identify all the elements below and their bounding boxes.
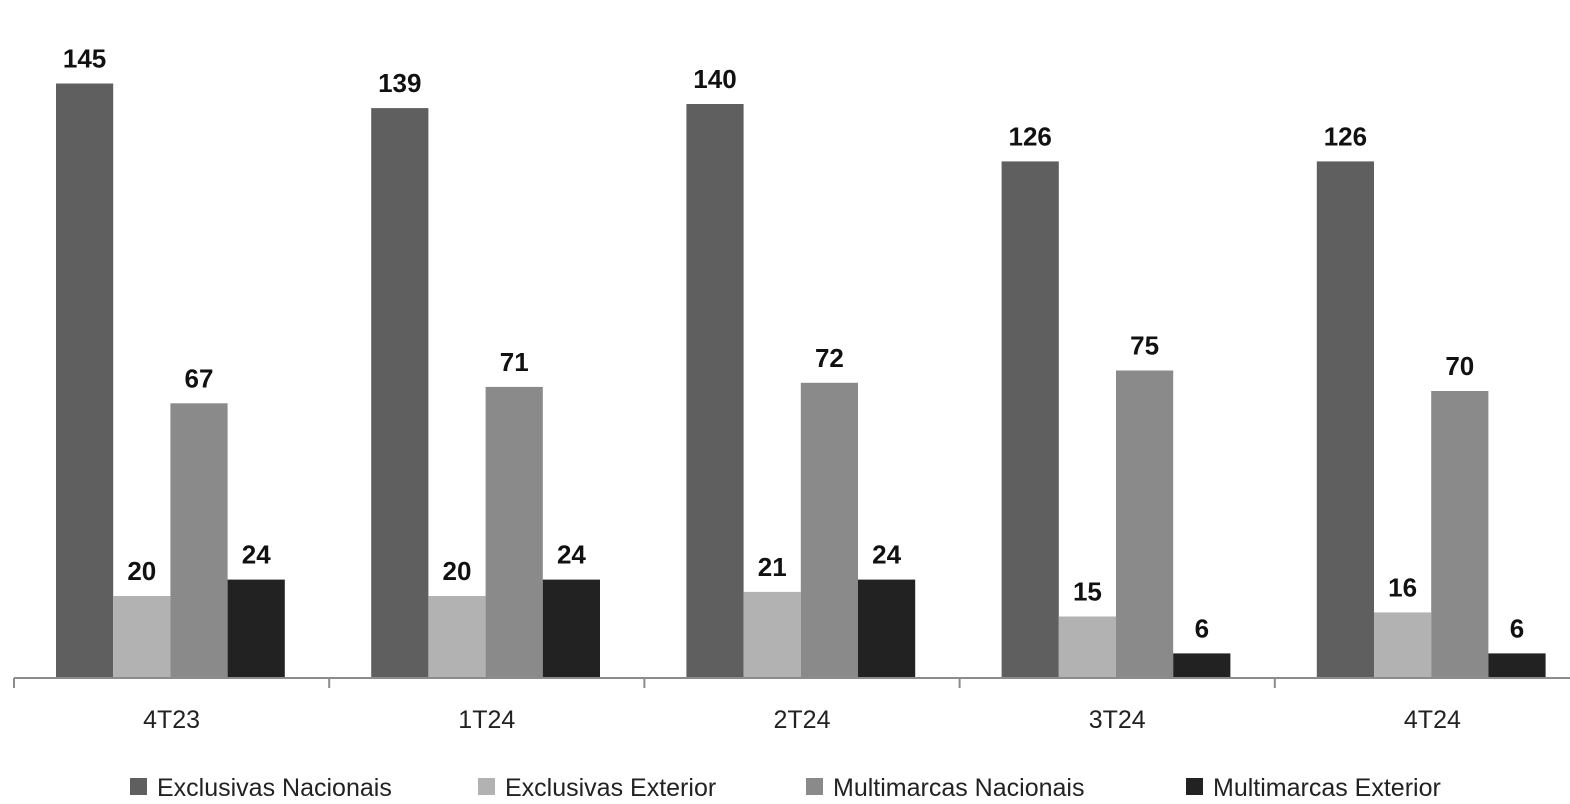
bar-3T24-exclusivas-exterior — [1058, 616, 1116, 678]
x-tick-label: 4T23 — [143, 706, 200, 734]
data-labels-group: 145 20 67 24 139 20 71 24 140 21 72 24 126 15 75 6 126 16… — [63, 44, 1524, 644]
bar-4T23-multimarcas-nacionais — [170, 403, 228, 678]
bar-4T24-multimarcas-nacionais — [1431, 391, 1489, 678]
bar-3T24-multimarcas-exterior — [1173, 653, 1231, 678]
legend: Exclusivas Nacionais Exclusivas Exterior M… — [130, 774, 1441, 802]
bar-4T24-multimarcas-exterior — [1488, 653, 1546, 678]
data-label: 126 — [1324, 121, 1367, 151]
legend-label: Exclusivas Exterior — [505, 774, 716, 802]
bar-2T24-exclusivas-nacionais — [686, 104, 744, 678]
data-label: 145 — [63, 44, 106, 74]
data-label: 21 — [758, 552, 787, 582]
bar-4T24-exclusivas-nacionais — [1316, 161, 1374, 678]
x-axis: 4T23 1T24 2T24 3T24 4T24 — [13, 677, 1570, 734]
data-label: 6 — [1510, 613, 1524, 643]
legend-label: Multimarcas Exterior — [1213, 774, 1441, 802]
bar-2T24-multimarcas-exterior — [858, 579, 916, 678]
bar-4T23-multimarcas-exterior — [227, 579, 285, 678]
data-label: 71 — [500, 347, 529, 377]
bar-4T23-exclusivas-exterior — [113, 596, 171, 678]
data-label: 15 — [1073, 577, 1102, 607]
data-label: 20 — [443, 556, 472, 586]
data-label: 6 — [1195, 613, 1209, 643]
x-tick-label: 3T24 — [1089, 706, 1146, 734]
data-label: 20 — [127, 556, 156, 586]
data-label: 139 — [378, 68, 421, 98]
data-label: 126 — [1009, 121, 1052, 151]
bar-1T24-exclusivas-exterior — [428, 596, 486, 678]
legend-swatch — [1186, 778, 1203, 795]
legend-swatch — [130, 778, 147, 795]
bars-group — [56, 83, 1546, 679]
data-label: 16 — [1388, 572, 1417, 602]
bar-3T24-multimarcas-nacionais — [1116, 370, 1174, 678]
x-tick-label: 4T24 — [1404, 706, 1461, 734]
bar-4T24-exclusivas-exterior — [1374, 612, 1432, 678]
data-label: 140 — [693, 64, 736, 94]
bar-2T24-exclusivas-exterior — [743, 591, 801, 678]
legend-swatch — [478, 778, 495, 795]
data-label: 70 — [1445, 351, 1474, 381]
bar-1T24-exclusivas-nacionais — [371, 108, 429, 679]
bar-2T24-multimarcas-nacionais — [800, 382, 858, 678]
data-label: 24 — [872, 540, 901, 570]
data-label: 67 — [185, 363, 214, 393]
bar-4T23-exclusivas-nacionais — [56, 83, 114, 678]
bar-3T24-exclusivas-nacionais — [1001, 161, 1059, 678]
legend-label: Multimarcas Nacionais — [833, 774, 1084, 802]
legend-swatch — [806, 778, 823, 795]
legend-label: Exclusivas Nacionais — [157, 774, 392, 802]
x-tick-label: 1T24 — [458, 706, 515, 734]
data-label: 72 — [815, 343, 844, 373]
data-label: 24 — [242, 540, 271, 570]
data-label: 24 — [557, 540, 586, 570]
data-label: 75 — [1130, 331, 1159, 361]
x-tick-label: 2T24 — [774, 706, 831, 734]
bar-1T24-multimarcas-nacionais — [485, 386, 543, 678]
bar-1T24-multimarcas-exterior — [542, 579, 600, 678]
